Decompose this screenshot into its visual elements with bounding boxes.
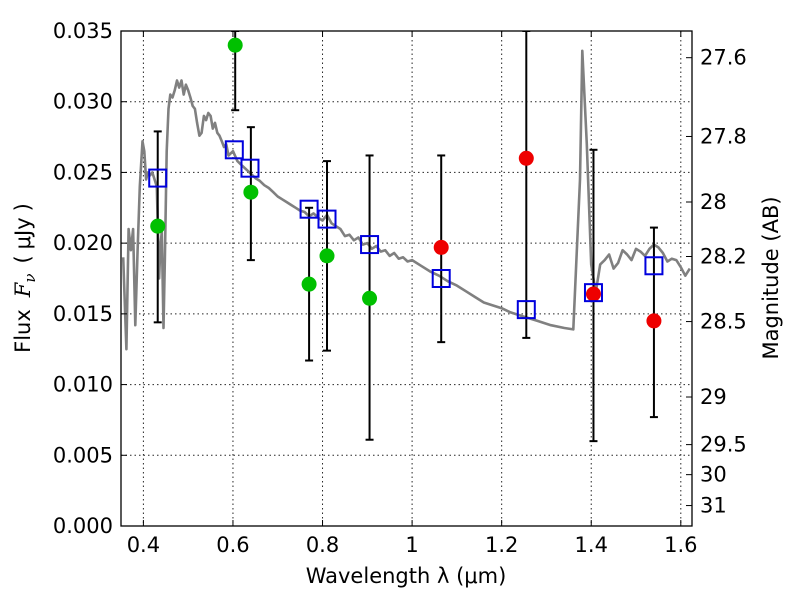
y-tick-label: 0.010 [53, 373, 113, 397]
x-tick-label: 1 [405, 533, 418, 557]
right-tick-label: 29 [700, 385, 727, 409]
y-tick-label: 0.000 [53, 514, 113, 538]
blue-model-bands-square [644, 256, 664, 276]
right-tick-label: 30 [700, 463, 727, 487]
y-tick-label: 0.030 [53, 90, 113, 114]
blue-model-bands-square [360, 235, 380, 255]
blue-model-bands-square [583, 283, 603, 303]
right-tick-label: 31 [700, 494, 727, 518]
model-sed-curve [121, 49, 691, 351]
right-tick-label: 27.8 [700, 124, 747, 148]
green-observed-point [362, 290, 378, 306]
y-tick-label: 0.015 [53, 302, 113, 326]
x-tick-label: 0.6 [216, 533, 249, 557]
right-tick-label: 28.5 [700, 310, 747, 334]
green-observed-point [301, 276, 317, 292]
x-tick-label: 0.4 [127, 533, 160, 557]
blue-model-bands-square [224, 140, 244, 160]
right-axis-label: Magnitude (AB) [759, 196, 783, 359]
x-axis-label: Wavelength λ (μm) [306, 564, 507, 588]
grid-lines [121, 30, 692, 527]
y-axis-label-close-paren: ) [11, 203, 35, 211]
y-tick-label: 0.005 [53, 443, 113, 467]
y-axis-label-word: Flux [11, 309, 35, 353]
right-tick-label: 28.2 [700, 245, 747, 269]
red-observed-point [585, 286, 601, 302]
blue-model-bands-square [240, 158, 260, 178]
plot-frame [120, 30, 693, 527]
y-tick-label: 0.025 [53, 160, 113, 184]
x-tick-label: 1.4 [575, 533, 608, 557]
red-observed-point [646, 313, 662, 329]
red-observed-point [518, 150, 534, 166]
x-tick-label: 1.2 [485, 533, 518, 557]
blue-model-bands-square [516, 300, 536, 320]
y-tick-label: 0.020 [53, 231, 113, 255]
green-observed-point [243, 184, 259, 200]
blue-model-bands-square [431, 269, 451, 288]
right-tick-label: 27.6 [700, 46, 747, 70]
axis-ticks: 0.4 0.6 0.8 1 1.2 1.4 1.6 0.000 0.005 0.010 0.015 0… [53, 19, 747, 557]
y-axis-label-symbol: F [11, 281, 35, 298]
y-tick-label: 0.035 [53, 19, 113, 43]
green-observed-point [150, 218, 166, 234]
green-observed-point [227, 37, 243, 53]
y-axis-label-open-paren: ( [11, 255, 35, 263]
green-observed-point [319, 248, 335, 264]
y-axis-label-subscript: ν [21, 274, 39, 283]
y-axis-label-unit: μJy [11, 217, 35, 249]
right-tick-label: 29.5 [700, 433, 747, 457]
right-tick-label: 28 [700, 190, 727, 214]
red-observed-point [433, 239, 449, 255]
blue-model-bands-square [148, 168, 168, 188]
x-tick-label: 1.6 [664, 533, 697, 557]
blue-model-bands-square [299, 199, 319, 219]
model-sed-line [121, 49, 691, 351]
blue-model-bands-square [317, 209, 337, 229]
y-axis-label: Flux Fν ( μJy) [11, 203, 39, 353]
x-tick-label: 0.8 [306, 533, 339, 557]
data-points [148, 37, 664, 329]
